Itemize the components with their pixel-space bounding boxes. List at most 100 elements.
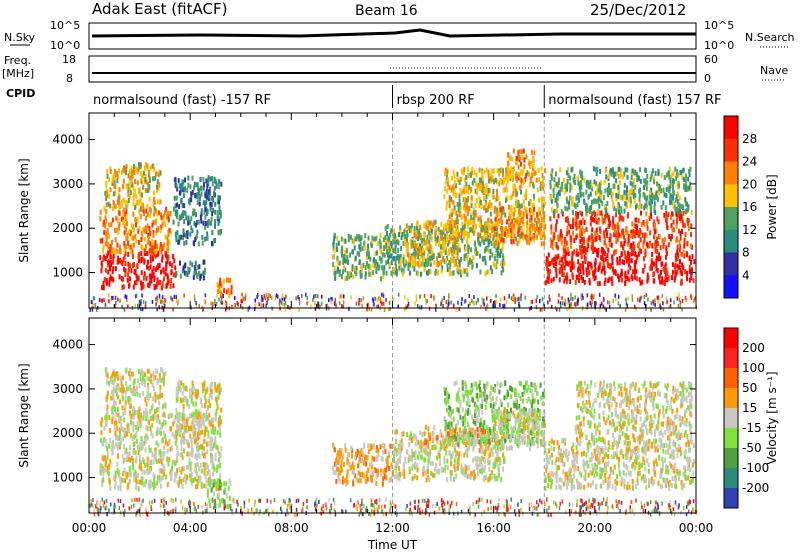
noise-speckle	[224, 307, 227, 312]
data-cell	[628, 252, 631, 258]
noise-speckle	[134, 294, 137, 299]
noise-speckle	[518, 304, 521, 309]
noise-speckle	[441, 298, 443, 303]
data-cell	[676, 206, 679, 212]
data-cell	[150, 278, 153, 284]
data-cell	[112, 266, 115, 272]
data-cell	[595, 181, 598, 187]
data-cell	[372, 262, 375, 268]
data-cell	[132, 201, 135, 207]
data-cell	[473, 221, 476, 227]
data-cell	[106, 455, 109, 461]
data-cell	[380, 276, 382, 282]
data-cell	[166, 235, 169, 241]
data-cell	[175, 183, 178, 189]
data-cell	[677, 172, 680, 178]
noise-speckle	[575, 510, 577, 515]
data-cell	[617, 189, 620, 194]
data-cell	[504, 231, 506, 237]
data-cell	[138, 479, 141, 485]
data-cell	[580, 173, 583, 179]
data-cell	[477, 237, 480, 243]
data-cell	[609, 169, 611, 175]
data-cell	[688, 264, 691, 270]
data-cell	[453, 179, 456, 185]
data-cell	[202, 275, 205, 281]
data-cell	[675, 193, 678, 199]
data-cell	[125, 214, 128, 220]
noise-speckle	[117, 498, 119, 503]
data-cell	[475, 181, 478, 187]
noise-speckle	[481, 297, 484, 302]
data-cell	[146, 264, 148, 270]
data-cell	[456, 214, 459, 220]
data-cell	[413, 231, 416, 237]
data-cell	[555, 171, 557, 177]
data-cell	[608, 237, 611, 242]
data-cell	[573, 202, 576, 208]
data-cell	[671, 211, 674, 217]
noise-speckle	[629, 509, 631, 514]
noise-speckle	[195, 304, 198, 309]
data-cell	[156, 199, 159, 205]
data-cell	[621, 259, 624, 265]
data-cell	[516, 203, 519, 209]
data-cell	[332, 262, 335, 267]
data-cell	[509, 195, 512, 201]
data-cell	[669, 200, 672, 206]
data-cell	[570, 167, 573, 173]
noise-speckle	[372, 297, 374, 302]
data-cell	[211, 175, 214, 181]
data-cell	[591, 186, 594, 192]
data-cell	[213, 191, 215, 197]
noise-speckle	[441, 505, 444, 510]
data-cell	[604, 214, 607, 220]
data-cell	[566, 231, 568, 237]
noise-speckle	[188, 501, 190, 506]
data-cell	[450, 258, 453, 264]
data-cell	[625, 198, 628, 204]
data-cell	[128, 465, 131, 471]
noise-speckle	[520, 293, 522, 298]
data-cell	[463, 253, 466, 259]
data-cell	[688, 185, 691, 191]
noise-speckle	[461, 297, 463, 302]
data-cell	[429, 220, 432, 226]
data-cell	[129, 244, 132, 250]
data-cell	[102, 245, 105, 251]
noise-speckle	[109, 502, 112, 507]
data-cell	[560, 229, 563, 235]
data-cell	[474, 248, 476, 254]
noise-speckle	[343, 294, 345, 299]
data-cell	[552, 188, 555, 193]
data-cell	[562, 272, 565, 278]
data-cell	[687, 176, 690, 182]
data-cell	[181, 213, 184, 219]
data-cell	[356, 250, 359, 256]
data-cell	[118, 225, 121, 231]
noise-speckle	[581, 499, 583, 503]
data-cell	[659, 256, 662, 262]
noise-speckle	[164, 297, 166, 302]
noise-speckle	[93, 508, 96, 513]
data-cell	[134, 233, 137, 239]
data-cell	[122, 178, 125, 184]
data-cell	[365, 251, 368, 257]
data-cell	[456, 231, 458, 237]
data-cell	[135, 476, 138, 482]
noise-speckle	[483, 302, 485, 307]
data-cell	[575, 216, 578, 221]
data-cell	[219, 286, 222, 292]
data-cell	[201, 240, 204, 246]
noise-speckle	[317, 301, 319, 306]
data-cell	[611, 197, 614, 203]
data-cell	[552, 210, 555, 216]
data-cell	[430, 233, 433, 239]
data-cell	[470, 198, 473, 204]
data-cell	[683, 223, 686, 229]
data-cell	[599, 261, 602, 267]
data-cell	[526, 170, 529, 176]
noise-speckle	[589, 301, 592, 306]
data-cell	[411, 240, 414, 245]
data-cell	[123, 417, 126, 423]
